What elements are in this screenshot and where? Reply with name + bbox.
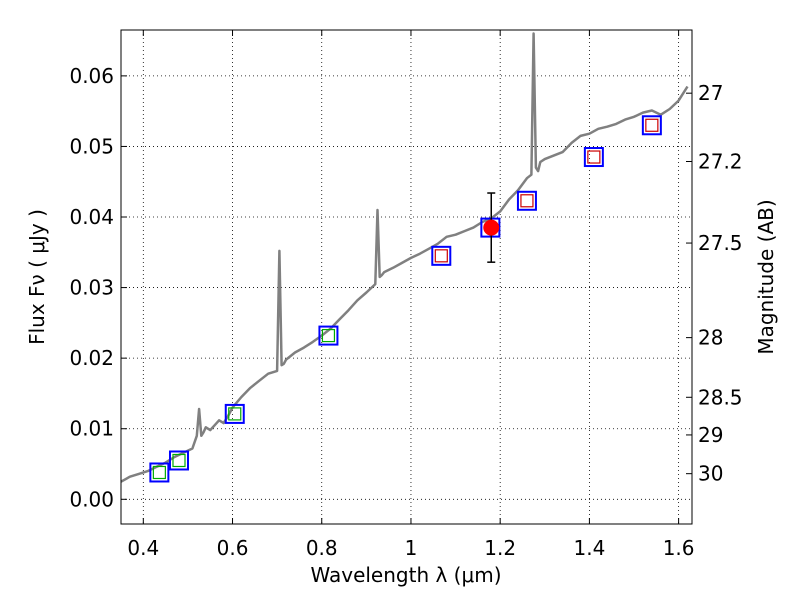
photometry-box bbox=[641, 115, 662, 136]
magnitude-tick-label: 29 bbox=[698, 423, 723, 447]
magnitude-tick-label: 28.5 bbox=[698, 385, 743, 409]
photometry-box bbox=[224, 403, 245, 424]
x-tick-label: 1 bbox=[405, 536, 418, 560]
y-tick-label: 0.06 bbox=[69, 64, 114, 88]
photometry-box bbox=[583, 147, 604, 168]
magnitude-tick-label: 27.5 bbox=[698, 231, 743, 255]
x-tick-label: 0.4 bbox=[127, 536, 159, 560]
model-box bbox=[520, 194, 534, 208]
model-box bbox=[434, 249, 448, 263]
magnitude-tick-label: 27 bbox=[698, 81, 723, 105]
photometry-box bbox=[318, 325, 339, 346]
measurement-point bbox=[483, 219, 500, 236]
model-spectrum-line bbox=[120, 32, 689, 483]
model-box bbox=[152, 465, 166, 480]
photometry-box bbox=[431, 245, 452, 266]
magnitude-axis-title: Magnitude (AB) bbox=[754, 199, 778, 354]
y-tick-label: 0.03 bbox=[69, 276, 114, 300]
photometry-box bbox=[168, 450, 189, 471]
magnitude-tick-label: 30 bbox=[698, 462, 723, 486]
y-tick-label: 0.05 bbox=[69, 134, 114, 158]
model-box bbox=[228, 407, 242, 421]
y-tick-label: 0.04 bbox=[69, 205, 114, 229]
y-tick-label: 0.02 bbox=[69, 346, 114, 370]
model-box bbox=[321, 328, 336, 343]
markers bbox=[149, 115, 662, 483]
photometry-box bbox=[149, 462, 170, 483]
x-axis-title: Wavelength λ (μm) bbox=[310, 563, 501, 587]
y-tick-label: 0.00 bbox=[69, 487, 114, 511]
photometry-box bbox=[480, 217, 501, 238]
photometry-box bbox=[516, 190, 537, 211]
ticks: 0.4 0.6 0.8 1 1.2 1.4 1.6 0.00 0.01 0.02 0.03 0.04 0… bbox=[69, 30, 743, 560]
magnitude-tick-label: 27.2 bbox=[698, 150, 743, 174]
model-box bbox=[645, 118, 659, 132]
model-box bbox=[587, 150, 601, 164]
grid bbox=[121, 30, 692, 524]
x-tick-label: 1.6 bbox=[663, 536, 695, 560]
plot-frame bbox=[120, 29, 693, 525]
x-tick-label: 0.6 bbox=[217, 536, 249, 560]
x-tick-label: 1.4 bbox=[573, 536, 605, 560]
x-tick-label: 1.2 bbox=[484, 536, 516, 560]
x-tick-label: 0.8 bbox=[306, 536, 338, 560]
y-tick-label: 0.01 bbox=[69, 417, 114, 441]
model-box bbox=[172, 453, 186, 468]
y-axis-title: Flux Fν ( μJy ) bbox=[25, 209, 49, 345]
magnitude-tick-label: 28 bbox=[698, 326, 723, 350]
